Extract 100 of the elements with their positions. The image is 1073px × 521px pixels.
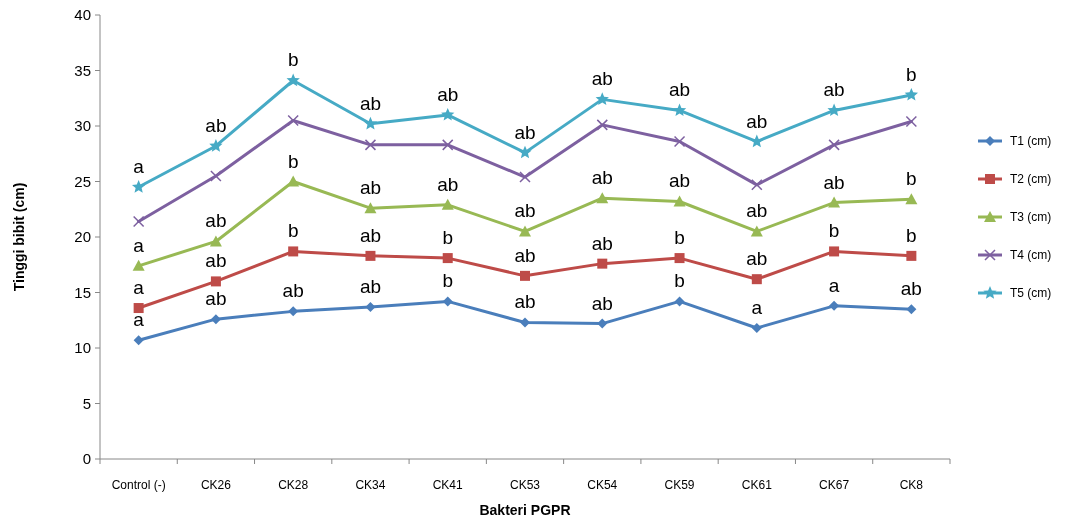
annotation: b: [906, 63, 917, 85]
annotation: b: [674, 227, 685, 249]
point: [751, 323, 762, 334]
point: [520, 270, 530, 281]
annotation: b: [287, 49, 299, 71]
point: [288, 306, 299, 317]
annotation: ab: [668, 79, 691, 101]
annotation: a: [133, 156, 145, 178]
annotation: ab: [514, 200, 536, 222]
point: [595, 92, 609, 106]
annotation: a: [751, 297, 763, 319]
point: [442, 253, 453, 264]
point: [288, 246, 299, 257]
point: [673, 135, 686, 148]
annotation: ab: [205, 210, 227, 232]
annotation: b: [442, 270, 454, 292]
annotation: ab: [591, 232, 613, 254]
point: [131, 180, 146, 193]
x-tick-label: CK53: [509, 478, 541, 492]
y-tick-label: 25: [74, 172, 91, 190]
x-tick-label: CK8: [899, 478, 924, 492]
annotation: b: [828, 220, 840, 242]
point: [750, 134, 764, 148]
point: [209, 235, 222, 247]
point: [596, 119, 609, 131]
annotation: ab: [359, 275, 382, 297]
point: [519, 171, 531, 183]
annotation: b: [906, 168, 917, 190]
annotation: ab: [823, 171, 845, 193]
point: [829, 246, 840, 257]
annotation: ab: [746, 200, 768, 222]
point: [209, 138, 223, 152]
point: [905, 193, 918, 205]
annotation: b: [906, 224, 917, 246]
annotation: ab: [205, 250, 227, 272]
x-tick-label: CK54: [587, 478, 618, 492]
point: [441, 139, 454, 151]
annotation: a: [828, 274, 840, 296]
annotation: b: [287, 220, 299, 242]
annotation: ab: [514, 291, 536, 313]
point: [519, 225, 531, 237]
y-tick-label: 40: [74, 6, 91, 24]
point: [287, 175, 300, 187]
annotation: ab: [359, 177, 382, 199]
point: [210, 276, 221, 287]
y-tick-label: 35: [74, 61, 91, 79]
point: [672, 103, 687, 117]
point: [750, 225, 763, 237]
legend-label: T4 (cm): [1010, 248, 1052, 263]
annotation: b: [287, 150, 299, 172]
point: [364, 202, 377, 214]
point: [906, 304, 917, 315]
legend-label: T5 (cm): [1010, 286, 1052, 301]
point: [520, 317, 530, 328]
annotation: ab: [282, 280, 304, 302]
x-tick-label: CK59: [664, 478, 695, 492]
point: [287, 114, 299, 127]
point: [133, 335, 144, 346]
point: [442, 296, 453, 307]
point: [597, 258, 608, 269]
y-tick-label: 20: [74, 228, 91, 246]
annotation: ab: [514, 244, 536, 266]
point: [132, 259, 145, 271]
annotation: ab: [359, 224, 382, 246]
x-tick-label: CK28: [278, 478, 309, 492]
point: [905, 115, 918, 128]
annotation: ab: [591, 292, 613, 314]
point: [751, 274, 762, 285]
x-tick-label: CK34: [355, 478, 386, 492]
point: [363, 116, 378, 130]
annotation: ab: [823, 79, 845, 101]
annotation: ab: [746, 110, 768, 132]
point: [828, 196, 841, 208]
x-tick-label: CK61: [741, 478, 773, 492]
y-tick-label: 15: [74, 283, 91, 301]
annotation: ab: [205, 114, 227, 136]
legend-label: T1 (cm): [1010, 134, 1052, 149]
x-tick-label: Control (-): [111, 478, 166, 492]
point: [286, 73, 300, 87]
point: [365, 301, 376, 312]
point: [365, 250, 376, 261]
point: [441, 198, 454, 210]
x-tick-label: CK26: [200, 478, 232, 492]
point: [674, 253, 685, 264]
annotation: ab: [359, 92, 382, 114]
point: [827, 103, 841, 117]
annotation: ab: [591, 68, 613, 90]
point: [751, 179, 763, 191]
point: [673, 195, 686, 207]
point: [364, 139, 377, 151]
y-tick-label: 30: [74, 117, 91, 135]
x-tick-label: CK41: [432, 478, 464, 492]
annotation: ab: [205, 288, 227, 310]
y-tick-label: 10: [74, 339, 91, 357]
point: [441, 107, 455, 121]
point: [904, 87, 919, 101]
x-axis-title: Bakteri PGPR: [479, 502, 571, 518]
annotation: ab: [591, 167, 613, 189]
annotation: a: [133, 309, 145, 331]
point: [133, 303, 144, 314]
